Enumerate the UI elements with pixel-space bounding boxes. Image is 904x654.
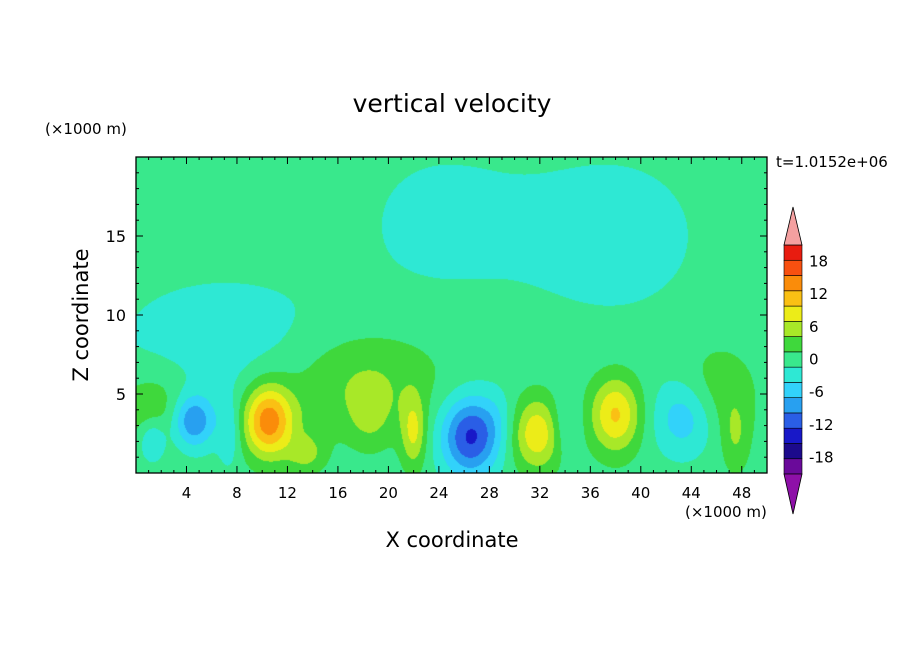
colorbar-swatch <box>783 244 803 261</box>
x-tick-label: 44 <box>682 484 701 502</box>
colorbar-extend-min <box>783 473 803 515</box>
colorbar-tick-label: 18 <box>809 252 828 270</box>
y-axis: 5 10 15 <box>106 172 767 458</box>
x-tick-label: 40 <box>631 484 650 502</box>
colorbar-swatch <box>783 336 803 353</box>
colorbar-swatch <box>783 427 803 444</box>
colorbar-swatch <box>783 443 803 460</box>
colorbar-swatch <box>783 412 803 429</box>
colorbar-swatch <box>783 397 803 414</box>
colorbar: 18 12 6 0 -6 -12 -18 <box>783 206 834 515</box>
x-axis-label: X coordinate <box>385 528 518 552</box>
colorbar-extend-max <box>783 206 803 246</box>
colorbar-swatch <box>783 366 803 383</box>
colorbar-swatch <box>783 351 803 368</box>
x-tick-label: 28 <box>480 484 499 502</box>
colorbar-swatch <box>783 382 803 398</box>
x-tick-label: 48 <box>732 484 751 502</box>
y-axis-unit: (×1000 m) <box>45 120 127 138</box>
x-tick-label: 36 <box>581 484 600 502</box>
chart-title: vertical velocity <box>353 89 552 118</box>
x-axis-unit: (×1000 m) <box>685 503 767 521</box>
colorbar-tick-label: -12 <box>809 416 834 434</box>
x-tick-label: 12 <box>278 484 297 502</box>
time-label: t=1.0152e+06 <box>776 153 888 171</box>
x-tick-label: 16 <box>328 484 347 502</box>
colorbar-tick-label: 6 <box>809 318 819 336</box>
colorbar-tick-label: 0 <box>809 351 819 369</box>
colorbar-tick-label: 12 <box>809 285 828 303</box>
velocity-field <box>136 157 767 473</box>
x-tick-label: 24 <box>429 484 448 502</box>
y-axis-label: Z coordinate <box>69 248 93 381</box>
velocity-field-image <box>136 157 767 473</box>
colorbar-swatch <box>783 305 803 322</box>
colorbar-swatch <box>783 275 803 292</box>
x-tick-label: 8 <box>232 484 242 502</box>
y-tick-label: 5 <box>116 385 126 404</box>
colorbar-swatch <box>783 259 803 276</box>
x-axis: 4 8 12 16 20 24 28 32 36 40 44 48 <box>148 157 755 502</box>
x-tick-label: 4 <box>182 484 192 502</box>
colorbar-tick-label: -18 <box>809 449 834 467</box>
colorbar-swatch <box>783 321 803 337</box>
colorbar-swatch <box>783 290 803 307</box>
colorbar-swatch <box>783 458 803 475</box>
x-tick-label: 32 <box>530 484 549 502</box>
colorbar-tick-label: -6 <box>809 383 824 401</box>
x-tick-label: 20 <box>379 484 398 502</box>
y-tick-label: 15 <box>106 227 126 246</box>
y-tick-label: 10 <box>106 306 126 325</box>
